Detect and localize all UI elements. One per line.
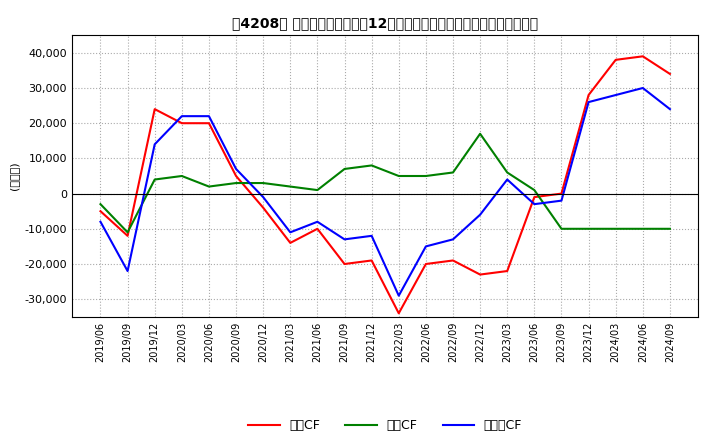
フリーCF [178,114,186,119]
フリーCF [150,142,159,147]
営業CF [421,261,430,267]
営業CF [178,121,186,126]
営業CF [204,121,213,126]
フリーCF [530,202,539,207]
フリーCF [313,219,322,224]
フリーCF [503,177,511,182]
投資CF [286,184,294,189]
投資CF [313,187,322,193]
フリーCF [665,106,674,112]
フリーCF [232,166,240,172]
Line: 営業CF: 営業CF [101,56,670,313]
営業CF [503,268,511,274]
Title: ［4208］ キャッシュフローの12か月移動合計の対前年同期増減額の推移: ［4208］ キャッシュフローの12か月移動合計の対前年同期増減額の推移 [232,16,539,30]
営業CF [123,233,132,238]
営業CF [286,240,294,246]
投資CF [232,180,240,186]
営業CF [259,205,268,210]
営業CF [611,57,620,62]
営業CF [557,191,566,196]
フリーCF [584,99,593,105]
営業CF [530,194,539,200]
投資CF [150,177,159,182]
営業CF [96,209,105,214]
フリーCF [123,268,132,274]
Line: 投資CF: 投資CF [101,134,670,232]
投資CF [503,170,511,175]
営業CF [476,272,485,277]
Y-axis label: (百万円): (百万円) [9,161,19,191]
投資CF [584,226,593,231]
フリーCF [611,92,620,98]
営業CF [665,71,674,77]
フリーCF [341,237,349,242]
Line: フリーCF: フリーCF [101,88,670,296]
フリーCF [286,230,294,235]
営業CF [584,92,593,98]
投資CF [178,173,186,179]
フリーCF [395,293,403,298]
フリーCF [639,85,647,91]
投資CF [639,226,647,231]
営業CF [449,258,457,263]
投資CF [421,173,430,179]
投資CF [341,166,349,172]
投資CF [395,173,403,179]
フリーCF [421,244,430,249]
営業CF [313,226,322,231]
投資CF [259,180,268,186]
営業CF [367,258,376,263]
フリーCF [259,194,268,200]
営業CF [395,311,403,316]
投資CF [449,170,457,175]
営業CF [639,54,647,59]
フリーCF [476,212,485,217]
投資CF [557,226,566,231]
営業CF [232,173,240,179]
フリーCF [449,237,457,242]
フリーCF [557,198,566,203]
フリーCF [96,219,105,224]
投資CF [476,131,485,136]
営業CF [341,261,349,267]
投資CF [530,187,539,193]
フリーCF [367,233,376,238]
投資CF [665,226,674,231]
フリーCF [204,114,213,119]
投資CF [611,226,620,231]
投資CF [123,230,132,235]
投資CF [204,184,213,189]
投資CF [367,163,376,168]
Legend: 営業CF, 投資CF, フリーCF: 営業CF, 投資CF, フリーCF [243,414,527,437]
営業CF [150,106,159,112]
投資CF [96,202,105,207]
